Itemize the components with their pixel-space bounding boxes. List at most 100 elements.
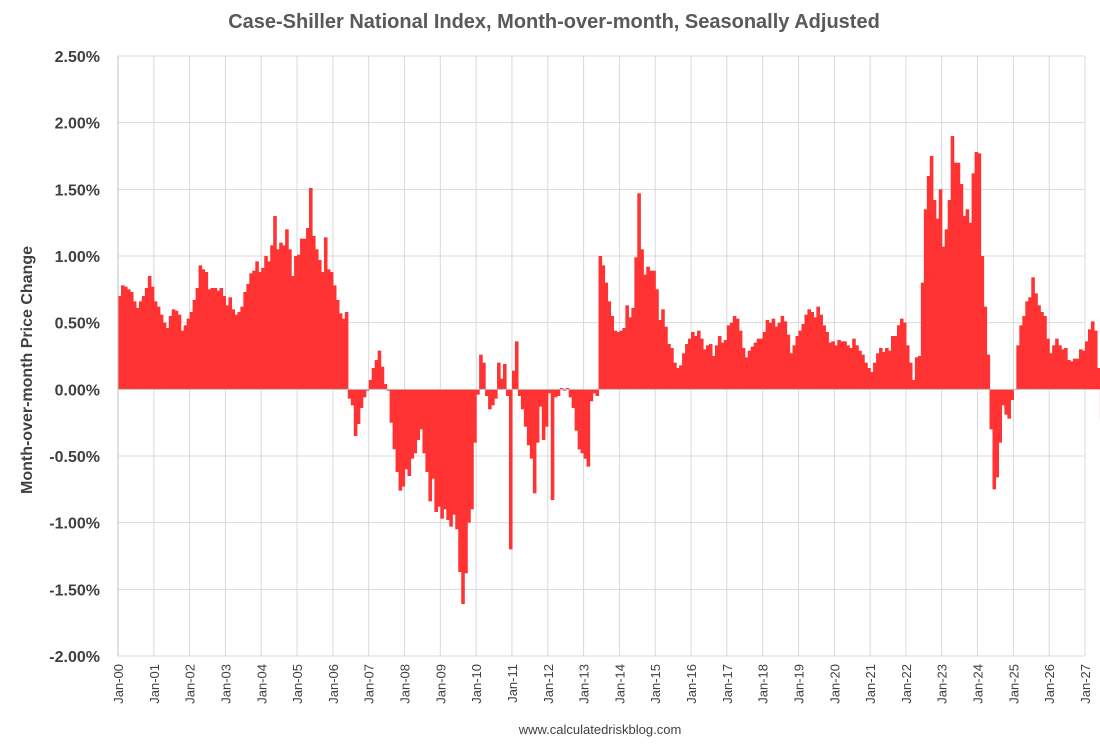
bar (503, 364, 507, 390)
bar (601, 265, 606, 390)
bar (783, 321, 788, 390)
bar (908, 362, 913, 390)
bar (356, 389, 361, 424)
bar (529, 389, 534, 459)
bar (780, 316, 785, 390)
bar (207, 289, 212, 390)
bar (705, 345, 710, 390)
x-axis-ticks: Jan-00 Jan-01 Jan-02 Jan-03 Jan-04 Jan-05 Jan-… (111, 664, 1093, 704)
bar (810, 312, 814, 390)
bar (1064, 348, 1068, 390)
bar (852, 338, 856, 390)
bar (893, 336, 898, 390)
y-tick-label: 2.50% (55, 49, 100, 66)
bar (338, 313, 343, 390)
y-axis-label: Month-over-month Price Change (19, 246, 36, 494)
bar (118, 296, 122, 390)
bar (926, 176, 931, 390)
bar (1070, 361, 1074, 390)
bar (941, 246, 946, 390)
bar (165, 328, 170, 390)
bar (255, 261, 259, 390)
bar (553, 389, 558, 398)
bar (786, 334, 791, 390)
bar (392, 389, 397, 450)
bar (992, 389, 997, 490)
bar (341, 318, 346, 390)
bar (547, 389, 552, 394)
bar (664, 326, 668, 390)
bar (652, 270, 656, 390)
bar (473, 389, 477, 443)
bar (323, 237, 328, 390)
bar (867, 368, 871, 390)
bar (661, 309, 665, 390)
bar (947, 200, 952, 390)
bar (840, 341, 844, 390)
bar (309, 188, 313, 390)
bar (401, 389, 406, 487)
bar-series (118, 136, 1100, 604)
bar (983, 306, 988, 390)
bar (729, 322, 734, 390)
bar (619, 330, 623, 390)
bar (520, 389, 525, 410)
x-tick-label: Jan-16 (684, 664, 699, 704)
bar (828, 342, 832, 390)
bar (270, 245, 274, 390)
bar (879, 348, 883, 390)
bar (365, 389, 370, 391)
bar (885, 348, 889, 390)
bar (1073, 358, 1077, 390)
bar (1076, 358, 1080, 390)
bar (320, 272, 325, 390)
bar (285, 229, 289, 390)
bar (526, 389, 531, 446)
bar (174, 310, 179, 390)
bar (231, 309, 235, 390)
bar (419, 389, 424, 430)
bar (237, 312, 241, 390)
bar (120, 285, 125, 390)
bar (1040, 312, 1044, 390)
bar (801, 324, 806, 390)
x-tick-label: Jan-05 (290, 664, 305, 704)
bar (998, 389, 1003, 443)
bar (610, 316, 615, 390)
bar (183, 325, 188, 390)
y-tick-label: 1.00% (55, 249, 100, 266)
bar (407, 389, 412, 476)
bar (849, 348, 853, 390)
x-tick-label: Jan-02 (183, 664, 198, 704)
bar (428, 389, 432, 502)
bar (604, 282, 609, 390)
bar (153, 301, 158, 390)
bar (831, 341, 835, 390)
bar (532, 389, 537, 494)
bar (135, 308, 140, 390)
bar (159, 314, 164, 390)
bar (377, 350, 382, 390)
bar (917, 356, 922, 390)
bar (834, 345, 838, 390)
bar (568, 389, 573, 398)
x-tick-label: Jan-08 (398, 664, 413, 704)
bar (1052, 345, 1056, 390)
bar (1096, 368, 1100, 390)
bar (497, 362, 501, 390)
bar (598, 256, 603, 390)
bar (141, 296, 146, 390)
bar (702, 349, 707, 390)
bar (1082, 350, 1086, 390)
y-tick-label: -1.50% (49, 582, 100, 599)
bar (201, 269, 206, 390)
bar (204, 272, 209, 390)
bar (986, 354, 991, 390)
bar (258, 272, 262, 390)
bar (804, 314, 809, 390)
bar (822, 325, 826, 390)
bar (180, 330, 185, 390)
bar (249, 273, 253, 390)
bar (294, 256, 298, 390)
